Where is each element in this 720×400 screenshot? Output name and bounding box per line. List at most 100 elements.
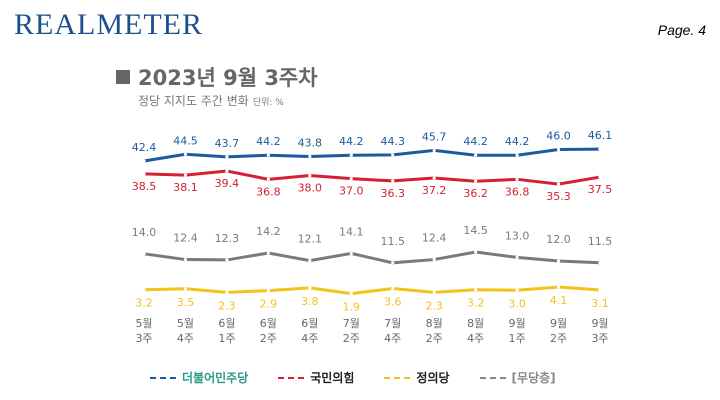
data-point <box>391 179 395 183</box>
data-point <box>142 288 146 292</box>
legend-label: 국민의힘 <box>310 371 355 385</box>
data-label: 36.8 <box>256 185 281 198</box>
x-tick-label: 2주 <box>550 332 567 345</box>
x-tick-label: 6월 <box>260 317 277 330</box>
data-point <box>598 175 602 179</box>
x-tick-label: 5월 <box>135 317 152 330</box>
x-tick-label: 9월 <box>550 317 567 330</box>
data-label: 2.3 <box>218 299 236 312</box>
x-tick-label: 8월 <box>426 317 443 330</box>
data-point <box>391 261 395 265</box>
data-point <box>474 288 478 292</box>
data-label: 42.4 <box>132 141 157 154</box>
data-point <box>515 255 519 259</box>
data-point <box>432 176 436 180</box>
data-point <box>308 259 312 263</box>
data-label: 44.2 <box>339 135 364 148</box>
legend-item-justice: 정의당 <box>384 369 450 386</box>
data-label: 38.5 <box>132 180 157 193</box>
data-point <box>432 148 436 153</box>
data-label: 37.0 <box>339 185 364 198</box>
x-tick-label: 7월 <box>384 317 401 330</box>
data-label: 37.2 <box>422 184 447 197</box>
data-point <box>474 153 478 157</box>
series-line <box>143 147 601 163</box>
data-label: 38.1 <box>173 181 198 194</box>
data-point <box>515 288 519 292</box>
data-label: 12.4 <box>422 232 447 245</box>
data-point <box>142 252 146 256</box>
x-tick-label: 9월 <box>591 317 608 330</box>
x-tick-label: 2주 <box>260 332 277 345</box>
legend-swatch <box>278 376 305 379</box>
legend: 더불어민주당 국민의힘 정의당 [무당층] <box>150 369 556 386</box>
x-tick-label: 4주 <box>177 332 194 345</box>
x-tick-label: 3주 <box>135 332 152 345</box>
data-point <box>225 169 229 173</box>
data-label: 1.9 <box>343 301 361 314</box>
data-label: 12.4 <box>173 232 198 245</box>
data-label: 38.0 <box>298 181 323 194</box>
data-label: 3.5 <box>177 296 195 309</box>
x-tick-label: 1주 <box>509 332 526 345</box>
data-point <box>556 259 561 263</box>
data-point <box>391 153 395 157</box>
data-point <box>266 289 270 293</box>
data-point <box>308 173 312 178</box>
data-point <box>349 292 353 296</box>
x-tick-label: 9월 <box>509 317 526 330</box>
series-line <box>143 285 601 296</box>
data-label: 44.2 <box>463 135 488 148</box>
data-label: 45.7 <box>422 130 447 143</box>
data-point <box>474 179 478 183</box>
data-label: 46.0 <box>546 129 571 142</box>
data-label: 12.3 <box>215 232 240 245</box>
data-label: 3.1 <box>591 297 609 310</box>
data-label: 2.9 <box>260 298 278 311</box>
x-tick-label: 8월 <box>467 317 484 330</box>
data-label: 36.8 <box>505 185 530 198</box>
title-text: 2023년 9월 3주차 <box>138 66 318 90</box>
x-tick-label: 2주 <box>426 332 443 345</box>
chart-subtitle: 정당 지지도 주간 변화 단위: % <box>138 92 284 109</box>
data-point <box>432 290 436 294</box>
data-label: 39.4 <box>215 177 240 190</box>
data-point <box>183 173 188 177</box>
legend-label: [무당층] <box>511 371 556 385</box>
x-tick-label: 4주 <box>467 332 484 345</box>
data-point <box>556 285 561 289</box>
data-point <box>183 257 188 262</box>
data-label: 46.1 <box>588 129 613 142</box>
data-point <box>598 288 602 292</box>
data-point <box>225 290 229 294</box>
data-label: 3.2 <box>467 297 485 310</box>
legend-item-ppp: 국민의힘 <box>278 369 354 386</box>
data-label: 44.3 <box>380 135 405 148</box>
legend-item-independent: [무당층] <box>479 369 556 386</box>
data-label: 44.5 <box>173 134 198 147</box>
data-point <box>349 251 353 256</box>
data-label: 14.1 <box>339 225 364 238</box>
series-line <box>143 250 601 265</box>
data-point <box>556 147 561 152</box>
data-point <box>474 250 478 254</box>
legend-swatch <box>479 376 506 379</box>
data-label: 36.2 <box>463 187 488 200</box>
data-point <box>142 159 146 163</box>
data-point <box>266 177 270 181</box>
x-tick-label: 5월 <box>177 317 194 330</box>
data-point <box>432 257 436 262</box>
x-tick-label: 7월 <box>343 317 360 330</box>
data-label: 12.0 <box>546 233 571 246</box>
data-point <box>225 258 229 262</box>
data-point <box>266 251 270 255</box>
x-tick-label: 4주 <box>301 332 318 345</box>
data-label: 3.2 <box>135 297 153 310</box>
data-label: 11.5 <box>588 235 613 248</box>
unit-label: 단위: % <box>252 98 284 108</box>
data-point <box>308 154 312 159</box>
square-bullet-icon <box>116 70 130 84</box>
data-point <box>349 153 353 157</box>
data-label: 3.8 <box>301 295 319 308</box>
